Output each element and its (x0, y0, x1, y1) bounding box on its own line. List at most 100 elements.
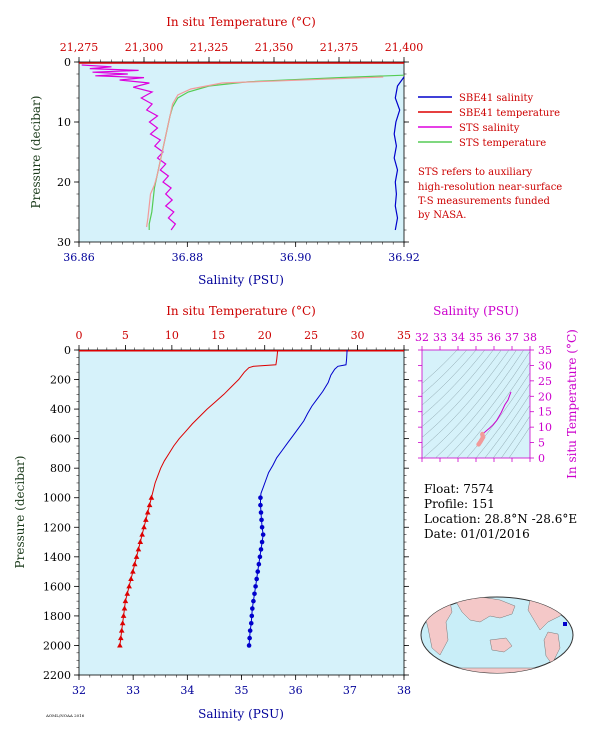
map-land-antarctica (429, 667, 561, 673)
main-temperature-point (124, 590, 131, 596)
top-x-bottom-tick-label: 36.92 (388, 251, 420, 264)
main-x-bottom-label: Salinity (PSU) (198, 707, 284, 721)
main-y-tick-label: 1600 (43, 580, 71, 593)
map-land-asia (454, 597, 516, 623)
main-y-tick-label: 1400 (43, 551, 71, 564)
ts-density-contour (422, 350, 502, 438)
ts-panel: 32 33 34 35 36 37 38 0 5 10 15 20 25 30 35 Salinity (P… (415, 304, 579, 479)
main-y-tick-label: 200 (50, 374, 71, 387)
top-x-top-tick-label: 21,375 (320, 41, 359, 54)
profile-number: Profile: 151 (424, 497, 495, 511)
main-temperature-point (117, 642, 123, 648)
top-series-sts-salinity (81, 64, 177, 231)
top-x-bottom-label: Salinity (PSU) (198, 273, 284, 287)
main-panel: 0 5 10 15 20 25 30 35 32 33 34 35 36 37 38 0 200 400 600 80… (13, 304, 411, 721)
main-y-tick-label: 400 (50, 403, 71, 416)
top-y-tick-label: 10 (57, 116, 71, 129)
main-y-tick-label: 800 (50, 462, 71, 475)
ts-y-label: In situ Temperature (°C) (565, 329, 579, 479)
ts-series-group (476, 391, 512, 447)
main-temperature-point (146, 502, 153, 508)
top-x-bottom-tick-label: 36.88 (172, 251, 204, 264)
main-axes-group: 0 5 10 15 20 25 30 35 32 33 34 35 36 37 38 0 200 400 600 80… (43, 329, 411, 697)
world-map (420, 596, 574, 674)
ts-density-contour (446, 350, 530, 458)
top-plot-area (78, 61, 405, 243)
main-temperature-point (139, 531, 145, 537)
ts-density-contour (508, 426, 530, 458)
main-salinity-point (250, 606, 255, 611)
main-x-top-tick-label: 0 (76, 329, 83, 342)
ts-density-contour (422, 350, 458, 384)
ts-x-tick-label: 38 (523, 331, 537, 344)
sts-note-line-3: T-S measurements funded (418, 196, 550, 207)
legend-label-sts-salinity: STS salinity (459, 123, 520, 134)
ts-density-contour (422, 350, 468, 395)
main-salinity-point (247, 628, 253, 633)
main-salinity-point (258, 495, 263, 501)
float-location-marker (563, 622, 567, 626)
main-y-tick-label: 2200 (43, 669, 71, 682)
main-x-top-tick-label: 10 (165, 329, 179, 342)
ts-axes-group: 32 33 34 35 36 37 38 0 5 10 15 20 25 30 35 (415, 331, 552, 465)
main-x-top-tick-label: 30 (351, 329, 365, 342)
main-x-bottom-tick-label: 35 (235, 684, 249, 697)
main-temperature-point (117, 635, 124, 641)
top-series-sbe41-temperature (146, 76, 384, 228)
top-series-group (79, 62, 405, 231)
ts-density-contour (422, 350, 517, 458)
ts-x-tick-label: 32 (415, 331, 429, 344)
top-series-sbe41-salinity (393, 76, 405, 231)
ts-x-tick-label: 36 (487, 331, 501, 344)
main-temperature-point (133, 553, 140, 559)
main-x-bottom-tick-label: 32 (72, 684, 86, 697)
main-salinity-point (253, 584, 258, 589)
main-temperature-point (126, 583, 132, 589)
sts-note-line-2: high-resolution near-surface (418, 182, 562, 193)
sts-note-line-4: by NASA. (418, 210, 466, 221)
main-x-bottom-tick-label: 33 (126, 684, 140, 697)
ts-y-tick-label: 20 (538, 390, 552, 403)
top-y-tick-label: 30 (57, 236, 71, 249)
main-salinity-point (252, 591, 257, 597)
float-id: Float: 7574 (424, 482, 494, 496)
main-series-group (79, 349, 404, 648)
profile-date: Date: 01/01/2016 (424, 527, 530, 541)
main-y-tick-label: 1200 (43, 521, 71, 534)
main-y-tick-label: 600 (50, 433, 71, 446)
main-x-top-tick-label: 5 (122, 329, 129, 342)
legend-label-sbe41-temperature: SBE41 temperature (459, 108, 560, 119)
main-temperature-point (128, 575, 134, 581)
main-salinity-point (246, 643, 252, 648)
ts-x-tick-label: 34 (451, 331, 465, 344)
main-x-bottom-tick-label: 37 (343, 684, 357, 697)
top-y-tick-label: 0 (64, 56, 71, 69)
sts-note-line-1: STS refers to auxiliary (418, 167, 533, 178)
main-salinity-point (258, 502, 263, 508)
main-salinity-point (254, 576, 259, 582)
main-salinity-point (259, 524, 265, 530)
ts-y-tick-label: 0 (538, 452, 545, 465)
top-x-top-tick-label: 21,275 (60, 41, 99, 54)
top-x-bottom-tick-label: 36.86 (63, 251, 95, 264)
map-land-australia (489, 637, 513, 653)
main-temperature-point (118, 627, 125, 633)
main-temperature-point (130, 568, 136, 574)
main-y-tick-label: 0 (64, 344, 71, 357)
main-salinity-point (249, 613, 255, 619)
main-salinity-point (259, 517, 264, 523)
main-x-top-tick-label: 35 (397, 329, 411, 342)
main-temperature-point (135, 546, 142, 552)
sts-note: STS refers to auxiliary high-resolution … (418, 167, 562, 221)
top-y-label: Pressure (decibar) (29, 96, 43, 209)
main-y-tick-label: 1000 (43, 492, 71, 505)
main-temperature-point (121, 605, 128, 611)
top-x-top-tick-label: 21,300 (125, 41, 164, 54)
top-x-top-tick-label: 21,325 (190, 41, 229, 54)
main-temperature-point (131, 561, 138, 567)
float-info: Float: 7574 Profile: 151 Location: 28.8°… (424, 482, 577, 541)
main-salinity-point (257, 554, 263, 560)
main-x-top-tick-label: 25 (304, 329, 318, 342)
ts-density-contour (484, 394, 530, 458)
